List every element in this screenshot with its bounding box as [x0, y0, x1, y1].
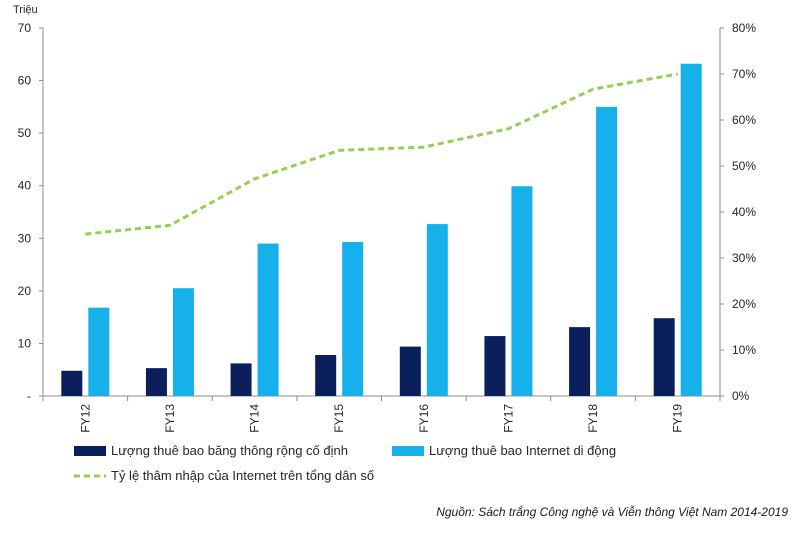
- bar-fixed-broadband: [653, 318, 675, 396]
- right-tick-label: 0%: [732, 389, 750, 403]
- right-tick-label: 60%: [732, 113, 756, 127]
- penetration-rate-line: [85, 72, 678, 236]
- source-note: Nguồn: Sách trắng Công nghệ và Viễn thôn…: [436, 505, 788, 519]
- bar-mobile-internet: [680, 63, 702, 397]
- x-tick-label: FY16: [417, 404, 431, 433]
- bar-fixed-broadband: [145, 368, 167, 396]
- bar-mobile-internet: [511, 186, 533, 396]
- left-tick-label: 50: [18, 126, 32, 140]
- x-tick-label: FY19: [671, 404, 685, 433]
- left-tick-label: 20: [18, 284, 32, 298]
- x-tick-label: FY12: [78, 404, 92, 433]
- bar-mobile-internet: [172, 288, 194, 396]
- x-tick-label: FY15: [332, 404, 346, 433]
- legend-label-mobile-internet: Lượng thuê bao Internet di động: [429, 443, 616, 458]
- bar-mobile-internet: [257, 243, 279, 396]
- right-tick-label: 10%: [732, 343, 756, 357]
- bar-mobile-internet: [88, 307, 110, 396]
- bar-fixed-broadband: [484, 336, 506, 396]
- bar-fixed-broadband: [399, 346, 421, 396]
- bar-mobile-internet: [342, 241, 364, 396]
- right-tick-label: 50%: [732, 159, 756, 173]
- bar-fixed-broadband: [569, 327, 591, 396]
- left-axis-unit: Triệu: [13, 4, 38, 16]
- right-tick-label: 30%: [732, 251, 756, 265]
- legend-swatch-mobile-internet: [392, 446, 424, 456]
- bar-mobile-internet: [596, 106, 618, 396]
- bar-mobile-internet: [426, 224, 448, 396]
- right-tick-label: 40%: [732, 205, 756, 219]
- right-tick-label: 20%: [732, 297, 756, 311]
- x-tick-label: FY13: [163, 404, 177, 433]
- bar-fixed-broadband: [230, 363, 252, 396]
- left-tick-label: 60: [18, 74, 32, 88]
- left-tick-label: -: [27, 389, 31, 403]
- legend-label-fixed-broadband: Lượng thuê bao băng thông rộng cố định: [111, 443, 348, 458]
- bar-fixed-broadband: [61, 370, 83, 396]
- x-tick-label: FY17: [501, 404, 515, 433]
- legend-swatch-fixed-broadband: [74, 446, 106, 456]
- left-tick-label: 30: [18, 231, 32, 245]
- legend-label-penetration-rate: Tỷ lệ thâm nhập của Internet trên tổng d…: [111, 468, 374, 483]
- x-tick-label: FY14: [248, 404, 262, 433]
- left-tick-label: 70: [18, 21, 32, 35]
- bar-fixed-broadband: [315, 354, 337, 396]
- right-tick-label: 70%: [732, 67, 756, 81]
- left-tick-label: 40: [18, 179, 32, 193]
- right-tick-label: 80%: [732, 21, 756, 35]
- left-tick-label: 10: [18, 336, 32, 350]
- x-tick-label: FY18: [586, 404, 600, 433]
